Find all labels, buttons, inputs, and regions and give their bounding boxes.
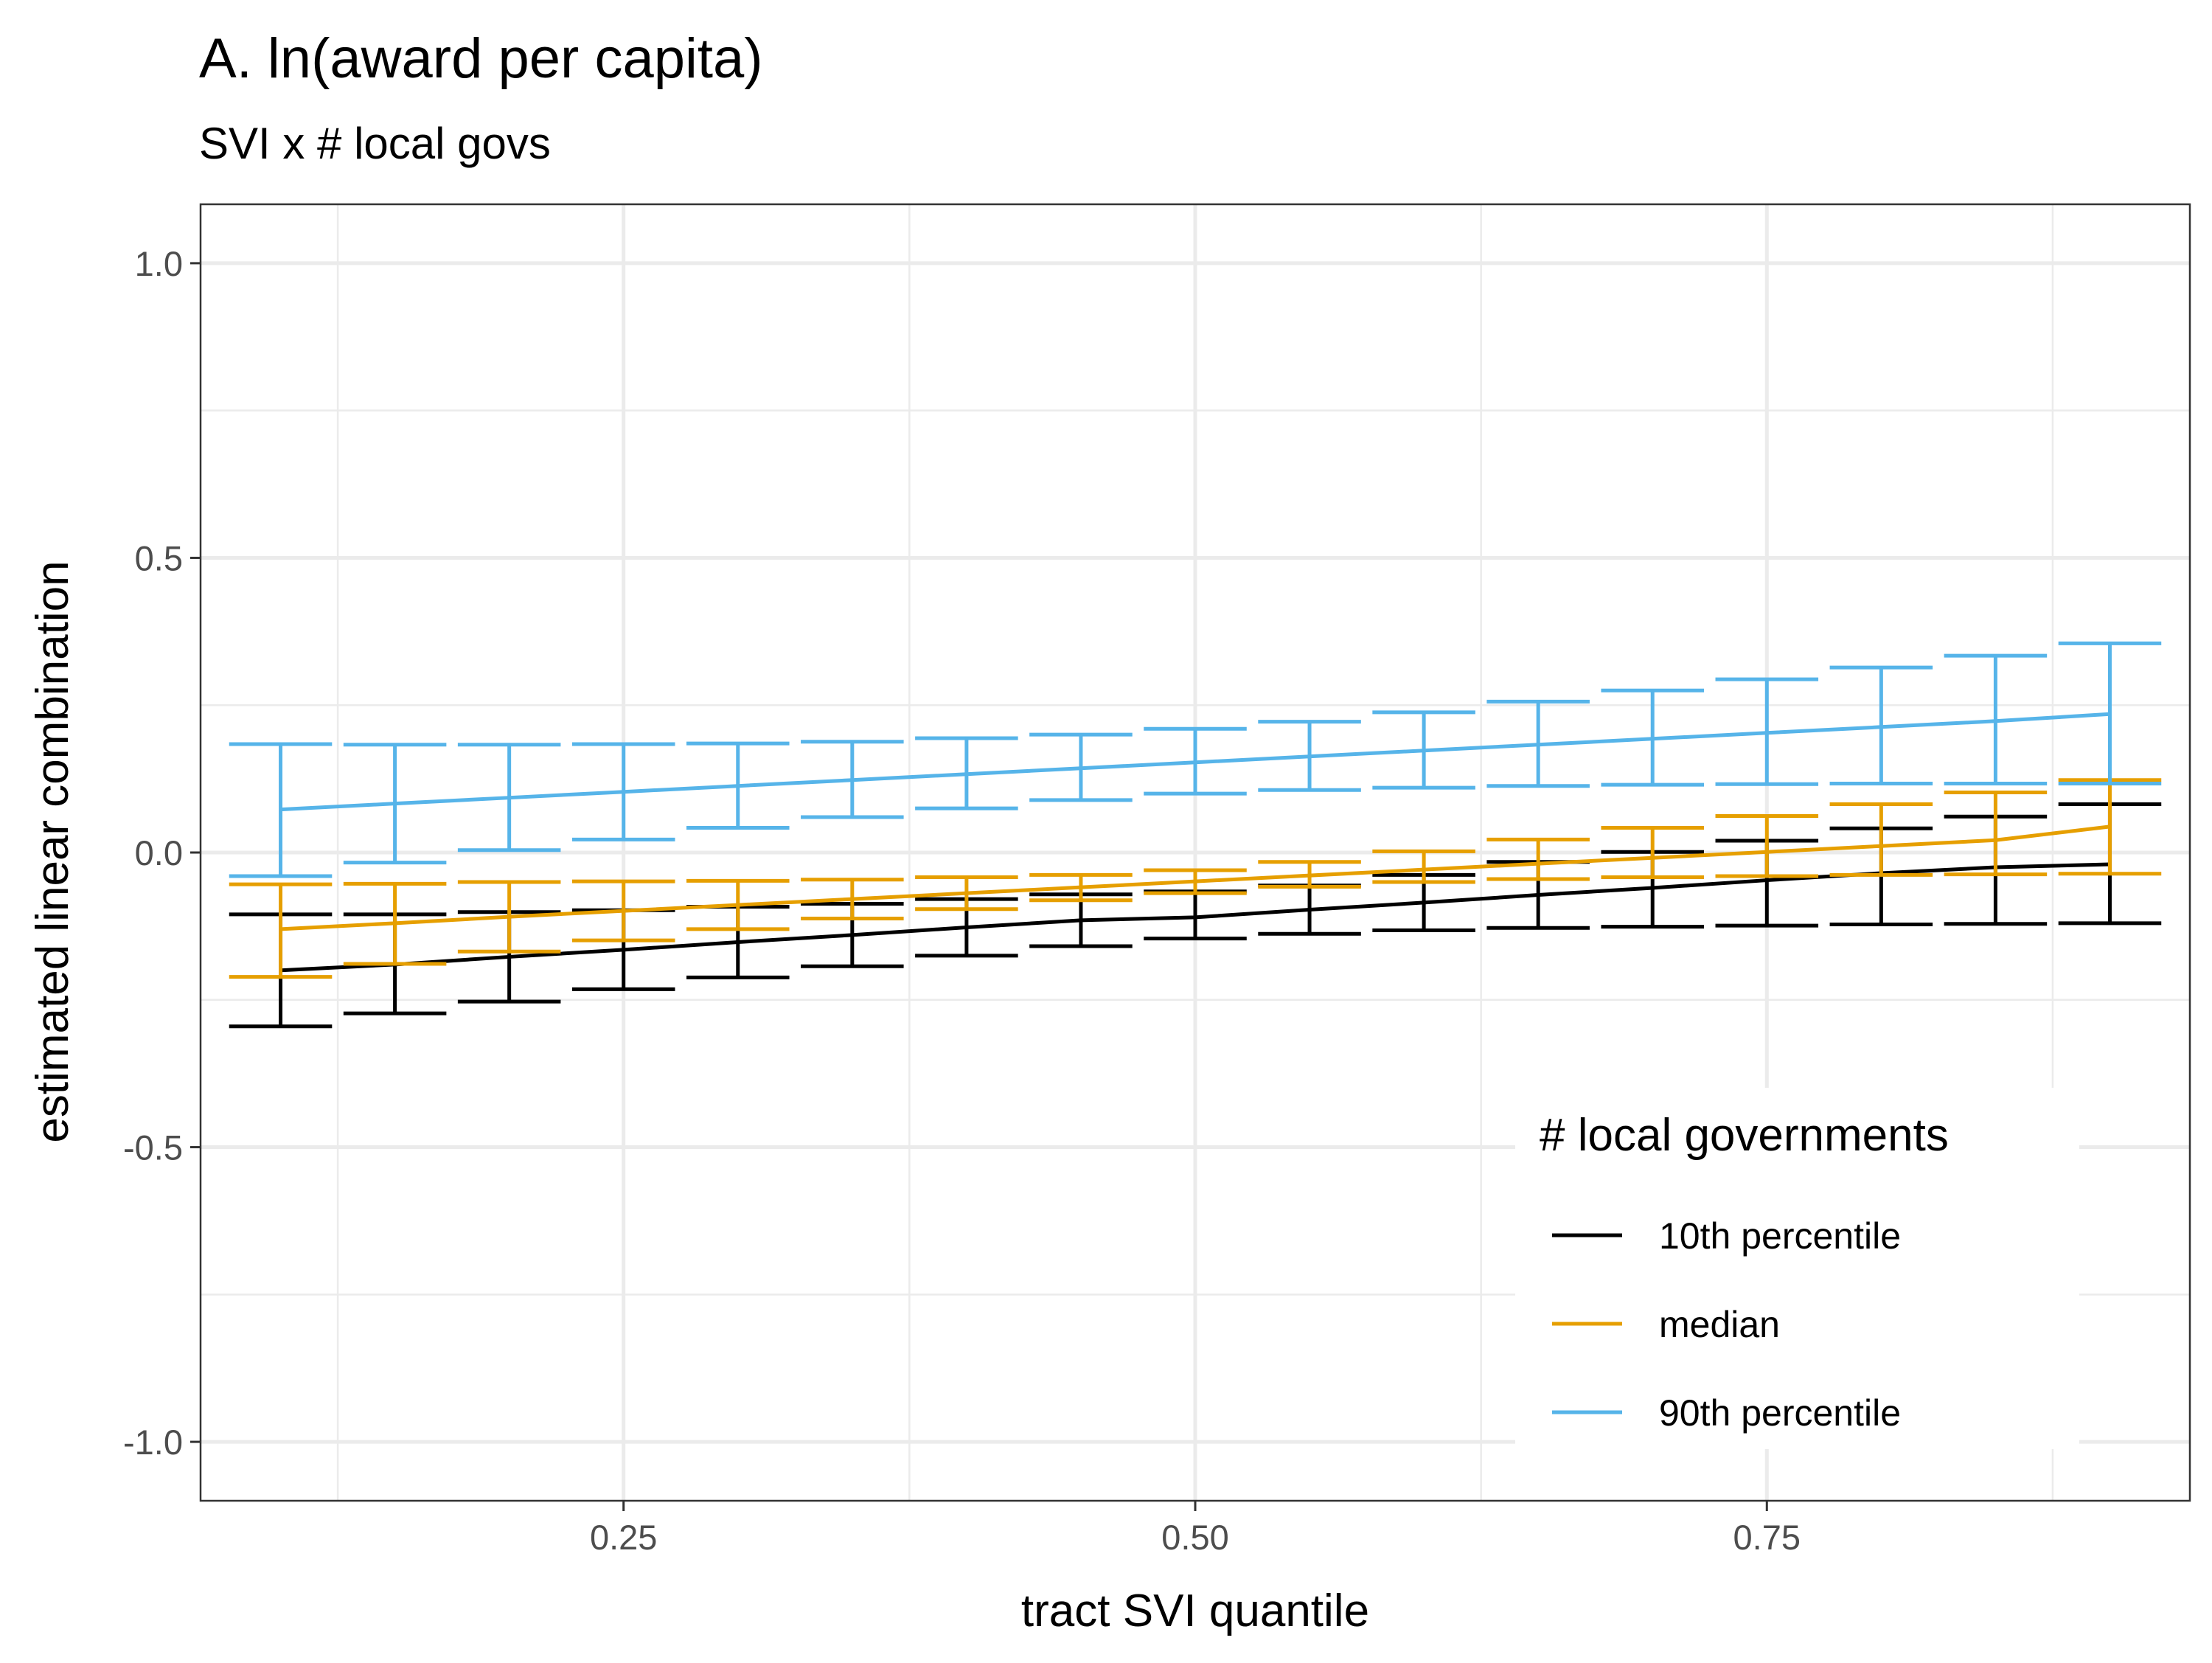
y-tick-label: -1.0	[123, 1423, 183, 1462]
legend-label: 10th percentile	[1659, 1215, 1901, 1257]
chart-subtitle: SVI x # local govs	[199, 119, 551, 168]
legend-label: median	[1659, 1304, 1780, 1345]
legend: # local governments 10th percentile media…	[1515, 1088, 2079, 1449]
data-series	[229, 641, 2162, 1029]
y-tick-label: 0.5	[135, 538, 183, 577]
chart-title: A. ln(award per capita)	[199, 27, 763, 90]
series-median	[229, 778, 2162, 979]
legend-label: 90th percentile	[1659, 1392, 1901, 1434]
series-90th-percentile	[229, 641, 2162, 878]
y-tick-label: -0.5	[123, 1128, 183, 1167]
x-tick-label: 0.75	[1733, 1518, 1801, 1557]
x-tick-label: 0.25	[590, 1518, 657, 1557]
legend-title: # local governments	[1540, 1110, 1949, 1161]
estimate-line	[280, 824, 2110, 931]
y-tick-label: 1.0	[135, 244, 183, 283]
y-axis-title: estimated linear combination	[27, 560, 78, 1142]
estimate-line	[280, 712, 2110, 812]
axes: 0.25 0.50 0.75 1.0 0.5 0.0 -0.5 -1.0	[123, 203, 2191, 1557]
x-tick-label: 0.50	[1161, 1518, 1228, 1557]
legend-background	[1515, 1088, 2079, 1449]
y-tick-label: 0.0	[135, 833, 183, 872]
x-axis-title: tract SVI quantile	[1021, 1586, 1369, 1636]
